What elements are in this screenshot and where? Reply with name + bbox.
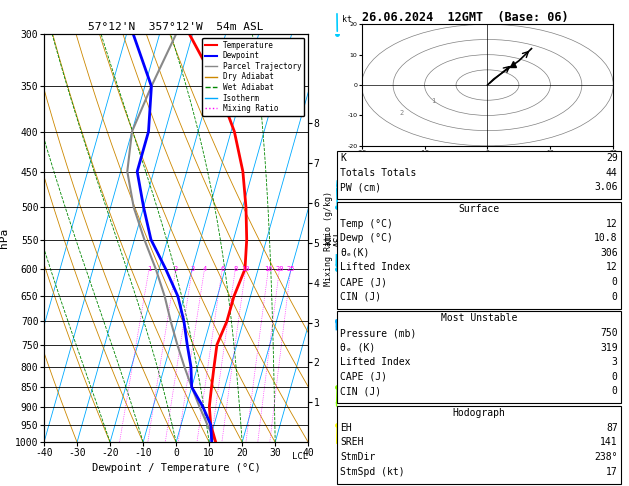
Text: CIN (J): CIN (J) [340, 292, 381, 302]
Text: 6: 6 [220, 266, 225, 272]
Text: Dewp (°C): Dewp (°C) [340, 233, 393, 243]
Text: 1: 1 [431, 98, 435, 104]
Text: 10.8: 10.8 [594, 233, 618, 243]
X-axis label: Dewpoint / Temperature (°C): Dewpoint / Temperature (°C) [92, 463, 260, 473]
Text: 12: 12 [606, 219, 618, 229]
Text: StmSpd (kt): StmSpd (kt) [340, 467, 405, 477]
Text: Surface: Surface [459, 204, 499, 214]
Text: Mixing Ratio (g/kg): Mixing Ratio (g/kg) [324, 191, 333, 286]
Text: 87: 87 [606, 423, 618, 433]
Text: SREH: SREH [340, 437, 364, 448]
Text: 0: 0 [612, 372, 618, 382]
Text: 1: 1 [147, 266, 151, 272]
Title: 57°12'N  357°12'W  54m ASL: 57°12'N 357°12'W 54m ASL [88, 22, 264, 32]
Text: 750: 750 [600, 328, 618, 338]
Text: kt: kt [342, 15, 352, 24]
Text: 319: 319 [600, 343, 618, 353]
Text: Most Unstable: Most Unstable [441, 313, 517, 324]
Text: 26.06.2024  12GMT  (Base: 06): 26.06.2024 12GMT (Base: 06) [362, 11, 568, 23]
Text: Hodograph: Hodograph [452, 408, 506, 418]
Text: 3: 3 [190, 266, 194, 272]
Text: 238°: 238° [594, 452, 618, 462]
Text: 4: 4 [203, 266, 206, 272]
Text: 25: 25 [287, 266, 295, 272]
Text: 306: 306 [600, 248, 618, 258]
Y-axis label: km
ASL: km ASL [323, 229, 344, 247]
Text: 0: 0 [612, 292, 618, 302]
Text: 3: 3 [612, 357, 618, 367]
Legend: Temperature, Dewpoint, Parcel Trajectory, Dry Adiabat, Wet Adiabat, Isotherm, Mi: Temperature, Dewpoint, Parcel Trajectory… [202, 38, 304, 116]
Text: 2: 2 [174, 266, 178, 272]
Text: CAPE (J): CAPE (J) [340, 277, 387, 287]
Text: 0: 0 [612, 277, 618, 287]
Text: 29: 29 [606, 153, 618, 163]
Text: EH: EH [340, 423, 352, 433]
Text: θₑ(K): θₑ(K) [340, 248, 370, 258]
Text: LCL: LCL [292, 452, 308, 462]
Text: 10: 10 [242, 266, 250, 272]
Text: PW (cm): PW (cm) [340, 182, 381, 192]
Text: CAPE (J): CAPE (J) [340, 372, 387, 382]
Text: StmDir: StmDir [340, 452, 376, 462]
Text: 141: 141 [600, 437, 618, 448]
Text: 17: 17 [606, 467, 618, 477]
Text: Lifted Index: Lifted Index [340, 262, 411, 273]
Text: 12: 12 [606, 262, 618, 273]
Text: Pressure (mb): Pressure (mb) [340, 328, 416, 338]
Text: Temp (°C): Temp (°C) [340, 219, 393, 229]
Text: K: K [340, 153, 346, 163]
Text: θₑ (K): θₑ (K) [340, 343, 376, 353]
Text: Lifted Index: Lifted Index [340, 357, 411, 367]
Text: Totals Totals: Totals Totals [340, 168, 416, 178]
Text: 20: 20 [276, 266, 284, 272]
Text: CIN (J): CIN (J) [340, 386, 381, 397]
Text: 3.06: 3.06 [594, 182, 618, 192]
Text: 16: 16 [264, 266, 272, 272]
Text: 8: 8 [233, 266, 237, 272]
Text: 0: 0 [612, 386, 618, 397]
Text: 2: 2 [399, 110, 404, 117]
Y-axis label: hPa: hPa [0, 228, 9, 248]
Text: 44: 44 [606, 168, 618, 178]
